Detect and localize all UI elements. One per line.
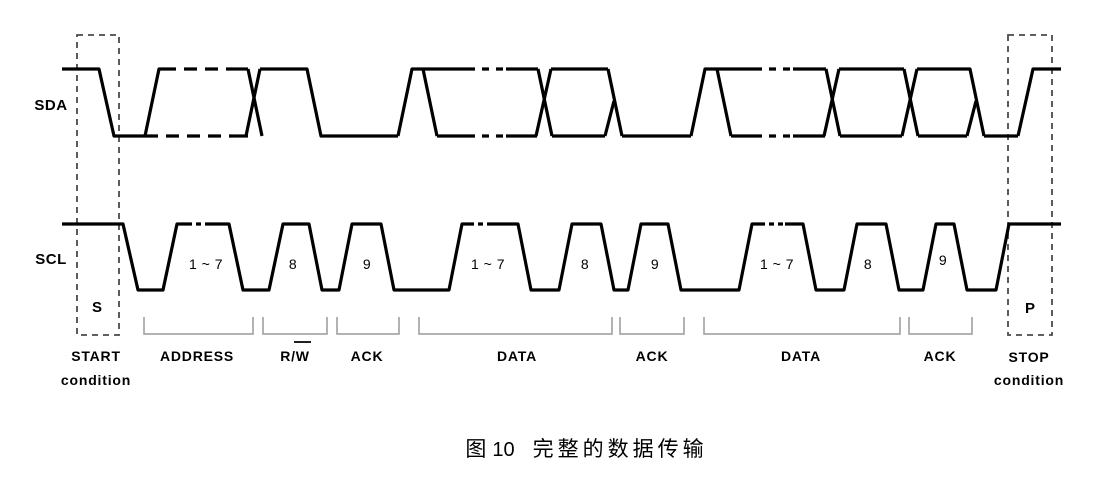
ack3-bracket: ACK xyxy=(908,317,973,364)
scl-segment xyxy=(209,222,474,292)
sda-label: SDA xyxy=(34,97,67,114)
address-bracket-line xyxy=(143,317,254,335)
sda-segment xyxy=(917,67,986,137)
caption-title: 完整的数据传输 xyxy=(532,437,708,461)
data1-bracket-label: DATA xyxy=(497,348,537,364)
ack2-bracket-label: ACK xyxy=(636,348,669,364)
clock-bit-label: 9 xyxy=(939,252,947,268)
clock-bit-label: 8 xyxy=(581,256,589,272)
sda-segment xyxy=(396,67,475,137)
rw-bracket-label: R/W xyxy=(280,348,310,364)
clock-bit-label: 9 xyxy=(363,256,371,272)
scl-label: SCL xyxy=(35,251,67,268)
ack2-bracket-line xyxy=(619,317,685,335)
sda-segment xyxy=(824,68,842,137)
address-bracket: ADDRESS xyxy=(143,317,254,364)
clock-bit-label: 9 xyxy=(651,256,659,272)
sda-segment xyxy=(246,68,264,137)
start-condition-box-label-line: START xyxy=(71,348,121,364)
caption-figure-word: 图 xyxy=(465,437,487,461)
scl-segment xyxy=(492,222,765,292)
sda-segment xyxy=(965,100,978,137)
ack1-bracket: ACK xyxy=(336,317,400,364)
rw-bracket: R/W xyxy=(262,317,328,364)
data1-bracket: DATA xyxy=(418,317,613,364)
ack3-bracket-label: ACK xyxy=(924,348,957,364)
sda-segment xyxy=(902,68,920,137)
sda-segment xyxy=(260,67,398,138)
address-bracket-label: ADDRESS xyxy=(160,348,234,364)
caption-figure-number: 10 xyxy=(492,439,515,461)
ack3-bracket-line xyxy=(908,317,973,335)
start-condition-box-letter: S xyxy=(92,299,102,316)
rw-bracket-line xyxy=(262,317,328,335)
sda-segment xyxy=(603,100,616,137)
scl-segment xyxy=(62,222,192,292)
start-condition-box: S START condition xyxy=(61,34,131,388)
sda-segment xyxy=(143,67,176,137)
stop-condition-box-label-line: STOP xyxy=(1008,349,1049,365)
clock-bit-label: 8 xyxy=(864,256,872,272)
sda-waveform xyxy=(62,67,1061,138)
ack1-bracket-line xyxy=(336,317,400,335)
stop-condition-box-outline xyxy=(1007,34,1053,336)
clock-bit-label: 1 ~ 7 xyxy=(471,256,505,272)
ack1-bracket-label: ACK xyxy=(351,348,384,364)
ack2-bracket: ACK xyxy=(619,317,685,364)
data2-bracket: DATA xyxy=(703,317,901,364)
sda-segment xyxy=(715,68,733,137)
data2-bracket-line xyxy=(703,317,901,335)
clock-bit-label: 1 ~ 7 xyxy=(189,256,223,272)
scl-segment xyxy=(785,222,1061,292)
data1-bracket-line xyxy=(418,317,613,335)
sda-segment xyxy=(689,67,762,137)
figure-caption: 图 10 完整的数据传输 xyxy=(0,434,1115,465)
stop-condition-box-letter: P xyxy=(1025,300,1035,317)
sda-segment xyxy=(536,68,554,137)
sda-segment xyxy=(244,68,262,137)
clock-bit-label: 8 xyxy=(289,256,297,272)
data2-bracket-label: DATA xyxy=(781,348,821,364)
sda-segment xyxy=(1016,67,1061,137)
stop-condition-box: P STOP condition xyxy=(994,34,1064,388)
sda-segment xyxy=(62,67,158,138)
sda-segment xyxy=(421,68,439,137)
clock-bit-label: 1 ~ 7 xyxy=(760,256,794,272)
start-condition-box-outline xyxy=(76,34,120,336)
scl-waveform xyxy=(62,222,1061,292)
start-condition-box-label-line: condition xyxy=(61,372,131,388)
stop-condition-box-label-line: condition xyxy=(994,372,1064,388)
